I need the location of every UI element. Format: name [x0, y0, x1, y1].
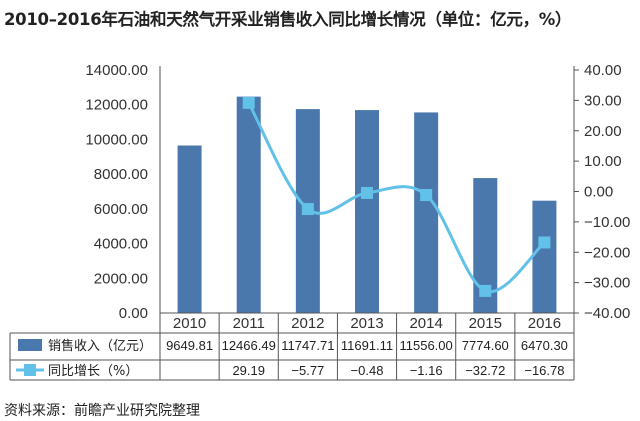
growth-marker-2011	[242, 96, 255, 109]
left-tick-label: 8000.00	[94, 166, 148, 183]
growth-markers	[242, 96, 551, 297]
bar-2011	[236, 96, 261, 313]
bar-value-label: 12466.49	[222, 338, 276, 353]
x-tick-label: 2012	[291, 315, 324, 332]
growth-value-label: −5.77	[291, 363, 324, 378]
bar-2013	[355, 110, 379, 313]
growth-value-label: −16.78	[524, 363, 564, 378]
legend-line-label: 同比增长（%）	[48, 364, 138, 379]
x-tick-label: 2011	[233, 315, 265, 332]
left-tick-label: 6000.00	[94, 201, 148, 218]
left-tick-label: 0.00	[119, 305, 148, 322]
x-tick-label: 2013	[350, 315, 383, 332]
growth-value-label: −1.16	[410, 363, 443, 378]
right-tick-label: 40.00	[584, 62, 622, 79]
data-table: 2010 2011 2012 2013 2014 2015 2016 销售收入（亿元） 同比增长…	[9, 312, 575, 381]
growth-marker-2014	[420, 189, 433, 202]
right-tick-label: −20.00	[584, 244, 630, 261]
right-tick-label: 0.00	[584, 184, 613, 201]
bar-value-label: 7774.60	[462, 338, 509, 353]
left-tick-label: 2000.00	[94, 270, 148, 287]
bar-series	[177, 96, 557, 313]
growth-value-label: −0.48	[351, 363, 384, 378]
growth-marker-2012	[301, 203, 314, 216]
axes	[159, 66, 575, 313]
right-tick-label: 30.00	[584, 92, 622, 109]
growth-value-label: 29.19	[232, 363, 265, 378]
legend-bar-swatch	[18, 339, 42, 351]
legend-line-marker	[24, 364, 36, 376]
right-axis-ticks: −40.00 −30.00 −20.00 −10.00 0.00 10.00 20.00 30…	[574, 62, 630, 322]
growth-value-label: −32.72	[465, 363, 505, 378]
right-tick-label: −10.00	[584, 214, 630, 231]
left-tick-label: 10000.00	[85, 131, 148, 148]
left-tick-label: 14000.00	[85, 62, 148, 79]
bar-value-label: 9649.81	[166, 338, 213, 353]
chart-title: 2010–2016年石油和天然气开采业销售收入同比增长情况（单位：亿元，%）	[4, 10, 572, 29]
left-tick-label: 4000.00	[94, 236, 148, 253]
x-tick-label: 2015	[469, 315, 502, 332]
x-tick-label: 2014	[409, 315, 442, 332]
bar-2010	[177, 145, 202, 313]
bar-value-label: 11747.71	[281, 338, 334, 353]
growth-marker-2015	[479, 284, 492, 297]
bar-2016	[532, 200, 557, 313]
bar-value-label: 11556.00	[400, 338, 453, 353]
right-tick-label: 20.00	[584, 123, 622, 140]
x-tick-label: 2016	[528, 315, 561, 332]
bar-2014	[414, 112, 439, 313]
bar-value-label: 6470.30	[521, 338, 568, 353]
bar-value-label: 11691.11	[341, 338, 393, 353]
growth-marker-2016	[538, 236, 551, 249]
right-tick-label: −40.00	[584, 305, 630, 322]
left-tick-label: 12000.00	[85, 97, 148, 114]
left-axis-ticks: 0.00 2000.00 4000.00 6000.00 8000.00 10000.00…	[85, 62, 148, 322]
growth-line	[247, 102, 546, 294]
right-tick-label: −30.00	[584, 275, 630, 292]
growth-marker-2013	[361, 186, 373, 199]
right-tick-label: 10.00	[584, 153, 622, 170]
source-note: 资料来源：前瞻产业研究院整理	[4, 403, 200, 419]
x-tick-label: 2010	[173, 315, 206, 332]
legend-bar-label: 销售收入（亿元）	[48, 338, 152, 354]
